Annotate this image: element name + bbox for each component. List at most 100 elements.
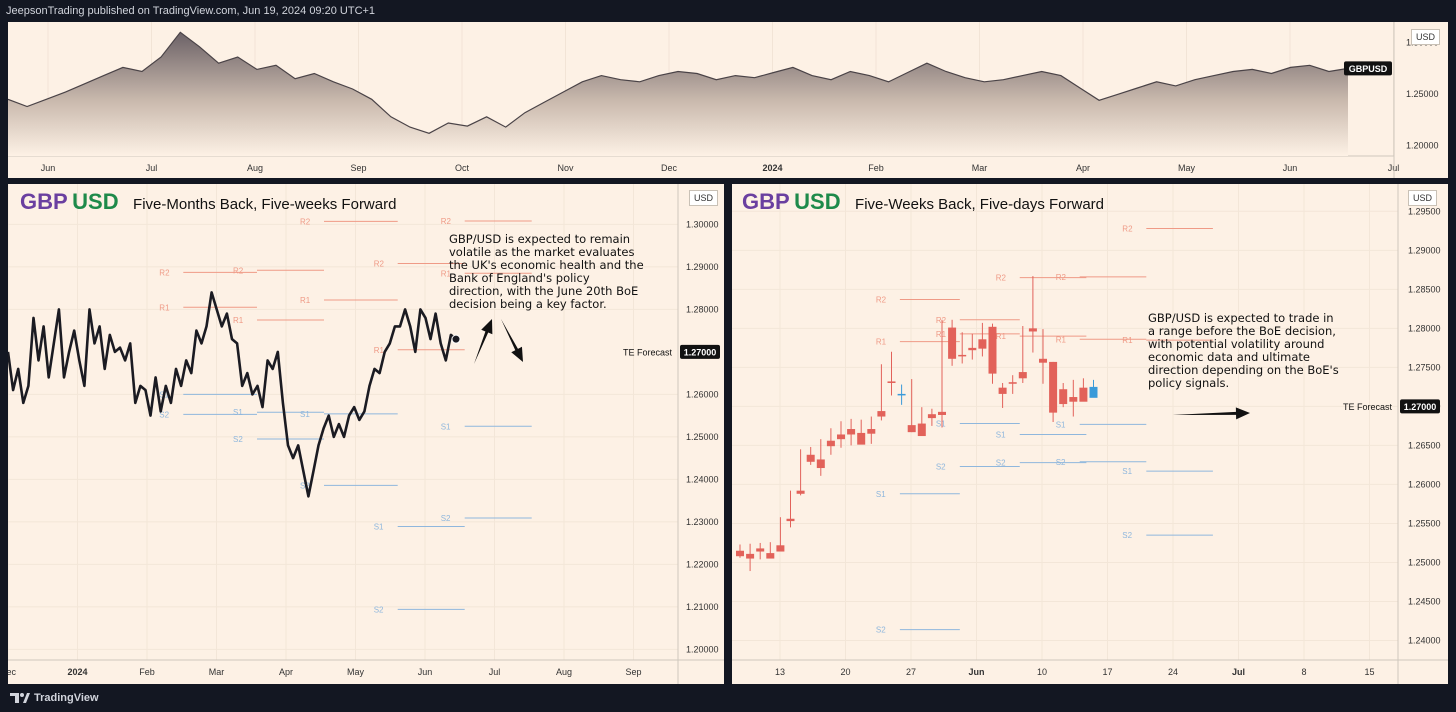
x-tick-label: Jul xyxy=(146,163,158,173)
forecast-label: TE Forecast xyxy=(623,347,673,357)
candle-body xyxy=(958,354,967,357)
chart-title: GBP USD Five-Weeks Back, Five-days Forwa… xyxy=(742,189,1104,215)
publisher-text: JeepsonTrading published on TradingView.… xyxy=(6,5,376,17)
x-tick-label: Nov xyxy=(557,163,574,173)
support-label: S1 xyxy=(374,523,384,532)
support-label: S1 xyxy=(233,408,243,417)
y-tick-label: 1.20000 xyxy=(686,644,719,654)
support-label: S1 xyxy=(1056,420,1066,429)
support-label: S1 xyxy=(996,430,1006,439)
support-label: S1 xyxy=(936,420,946,429)
line-chart[interactable]: Dec 2024 Feb Mar Apr May Jun Jul Aug Sep 1.30000 1.… xyxy=(8,184,724,684)
chart-subtitle: Five-Weeks Back, Five-days Forward xyxy=(855,196,1104,213)
candle-body xyxy=(826,440,835,447)
overview-chart-panel[interactable]: Jun Jul Aug Sep Oct Nov Dec 2024 Feb Mar Apr May Jun… xyxy=(8,22,1448,178)
resistance-label: R1 xyxy=(936,330,947,339)
last-price-symbol: GBPUSD xyxy=(1349,64,1388,74)
candle-body xyxy=(1039,358,1047,363)
last-price-badge xyxy=(1344,61,1392,76)
candle-body xyxy=(938,411,946,415)
y-tick-label: 1.30000 xyxy=(686,219,719,229)
x-tick-label: Dec xyxy=(661,163,678,173)
resistance-label: R1 xyxy=(876,338,887,347)
forecast-value: 1.27000 xyxy=(1404,402,1437,412)
x-tick-label: Mar xyxy=(972,163,988,173)
support-label: S1 xyxy=(300,410,310,419)
candle-body xyxy=(1069,397,1078,402)
candle-body xyxy=(907,425,916,433)
y-tick-label: 1.25500 xyxy=(1408,518,1441,528)
candle-body xyxy=(786,518,795,522)
currency-label: USD xyxy=(1408,190,1438,206)
title-base: GBP xyxy=(20,189,68,214)
x-tick-label: 24 xyxy=(1168,667,1178,677)
candlestick-chart[interactable]: 13 20 27 Jun 10 17 24 Jul 8 15 1.29500 1.29000 1.285… xyxy=(732,184,1448,684)
resistance-label: R1 xyxy=(159,303,170,312)
candle-body xyxy=(1018,372,1027,379)
chart-subtitle: Five-Months Back, Five-weeks Forward xyxy=(133,196,397,213)
x-tick-label: Apr xyxy=(279,667,293,677)
candle-body xyxy=(897,393,906,396)
support-label: S2 xyxy=(1056,458,1066,467)
candle-body xyxy=(756,548,765,552)
candle-body xyxy=(736,550,744,557)
x-tick-label: Jun xyxy=(41,163,56,173)
right-chart-panel[interactable]: 13 20 27 Jun 10 17 24 Jul 8 15 1.29500 1.29000 1.285… xyxy=(732,184,1448,684)
x-tick-label: May xyxy=(347,667,365,677)
forecast-label: TE Forecast xyxy=(1343,402,1393,412)
right-arrow-icon xyxy=(1172,407,1250,420)
brand-name[interactable]: TradingView xyxy=(34,692,99,704)
y-tick-label: 1.29000 xyxy=(686,262,719,272)
tradingview-logo-icon[interactable] xyxy=(10,693,30,703)
y-tick-label: 1.28000 xyxy=(1408,323,1441,333)
resistance-label: R2 xyxy=(159,268,170,277)
x-tick-label: Feb xyxy=(868,163,884,173)
y-tick-label: 1.26000 xyxy=(686,389,719,399)
x-tick-label: 17 xyxy=(1102,667,1112,677)
candle-body xyxy=(927,414,936,419)
x-tick-label: 13 xyxy=(775,667,785,677)
candle-body xyxy=(1008,382,1017,384)
y-tick-label: 1.29500 xyxy=(1408,206,1441,216)
x-tick-label: May xyxy=(1178,163,1196,173)
title-quote: USD xyxy=(72,189,119,214)
candle-body xyxy=(1059,389,1068,405)
candle-body xyxy=(948,327,957,359)
overview-chart[interactable]: Jun Jul Aug Sep Oct Nov Dec 2024 Feb Mar Apr May Jun… xyxy=(8,22,1448,178)
currency-label: USD xyxy=(689,190,719,206)
y-tick-label: 1.25000 xyxy=(686,432,719,442)
y-tick-label: 1.25000 xyxy=(1408,557,1441,567)
support-label: S2 xyxy=(159,410,169,419)
x-tick-label: 2024 xyxy=(762,163,782,173)
candle-body xyxy=(877,411,886,417)
footer-bar: TradingView xyxy=(0,684,1456,712)
left-chart-panel[interactable]: Dec 2024 Feb Mar Apr May Jun Jul Aug Sep 1.30000 1.… xyxy=(8,184,724,684)
support-label: S2 xyxy=(1122,531,1132,540)
y-tick-label: 1.24500 xyxy=(1408,596,1441,606)
candle-body xyxy=(746,553,755,559)
y-tick-label: 1.25000 xyxy=(1406,89,1439,99)
resistance-label: R2 xyxy=(233,266,244,275)
forecast-note: GBP/USD is expected to trade in a range … xyxy=(1148,311,1339,390)
candle-body xyxy=(766,553,775,559)
x-tick-label: Jun xyxy=(968,667,984,677)
x-tick-label: Apr xyxy=(1076,163,1090,173)
candle-body xyxy=(988,326,997,374)
x-tick-label: Oct xyxy=(455,163,470,173)
candle-body xyxy=(776,545,785,552)
resistance-label: R2 xyxy=(996,274,1007,283)
candle-body xyxy=(968,347,977,351)
candle-body xyxy=(816,459,825,469)
resistance-label: R2 xyxy=(876,295,887,304)
y-tick-label: 1.26500 xyxy=(1408,440,1441,450)
x-tick-label: 2024 xyxy=(67,667,87,677)
support-label: S1 xyxy=(1122,467,1132,476)
candle-body xyxy=(917,423,926,437)
support-label: S2 xyxy=(876,626,886,635)
forecast-value: 1.27000 xyxy=(684,347,717,357)
x-tick-label: Dec xyxy=(8,667,16,677)
x-tick-label: 27 xyxy=(906,667,916,677)
x-tick-label: Aug xyxy=(556,667,572,677)
y-tick-label: 1.24000 xyxy=(686,474,719,484)
resistance-label: R1 xyxy=(996,332,1007,341)
